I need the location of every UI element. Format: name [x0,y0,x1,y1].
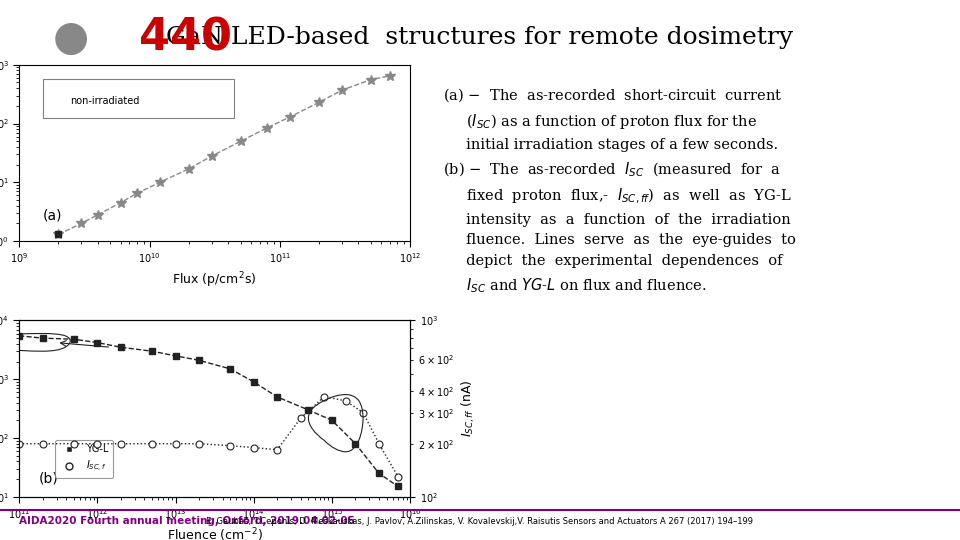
Text: 440: 440 [139,16,232,59]
Text: E. Gaubas, T.Ceponis, D. Meskauskas, J. Pavlov, A.Zilinskas, V. Kovalevskij,V. R: E. Gaubas, T.Ceponis, D. Meskauskas, J. … [206,517,754,526]
Legend: YG-L, $I_{SC,f}$: YG-L, $I_{SC,f}$ [56,440,112,478]
Text: GaN LED-based  structures for remote dosimetry: GaN LED-based structures for remote dosi… [166,26,794,49]
FancyBboxPatch shape [42,79,234,118]
Text: ●: ● [53,17,89,59]
Text: (b): (b) [38,472,59,485]
Y-axis label: $I_{SC,ff}$ (nA): $I_{SC,ff}$ (nA) [460,380,477,437]
Text: (a) $-$  The  as-recorded  short-circuit  current
     ($I_{SC}$) as a function : (a) $-$ The as-recorded short-circuit cu… [443,86,796,295]
X-axis label: Fluence (cm$^{-2}$): Fluence (cm$^{-2}$) [167,526,263,540]
Text: non-irradiated: non-irradiated [70,96,139,106]
Text: AIDA2020 Fourth annual meeting, Oxford, 2019.04.02-05: AIDA2020 Fourth annual meeting, Oxford, … [19,516,355,526]
Text: (a): (a) [42,209,62,223]
X-axis label: Flux (p/cm$^2$s): Flux (p/cm$^2$s) [173,271,257,291]
